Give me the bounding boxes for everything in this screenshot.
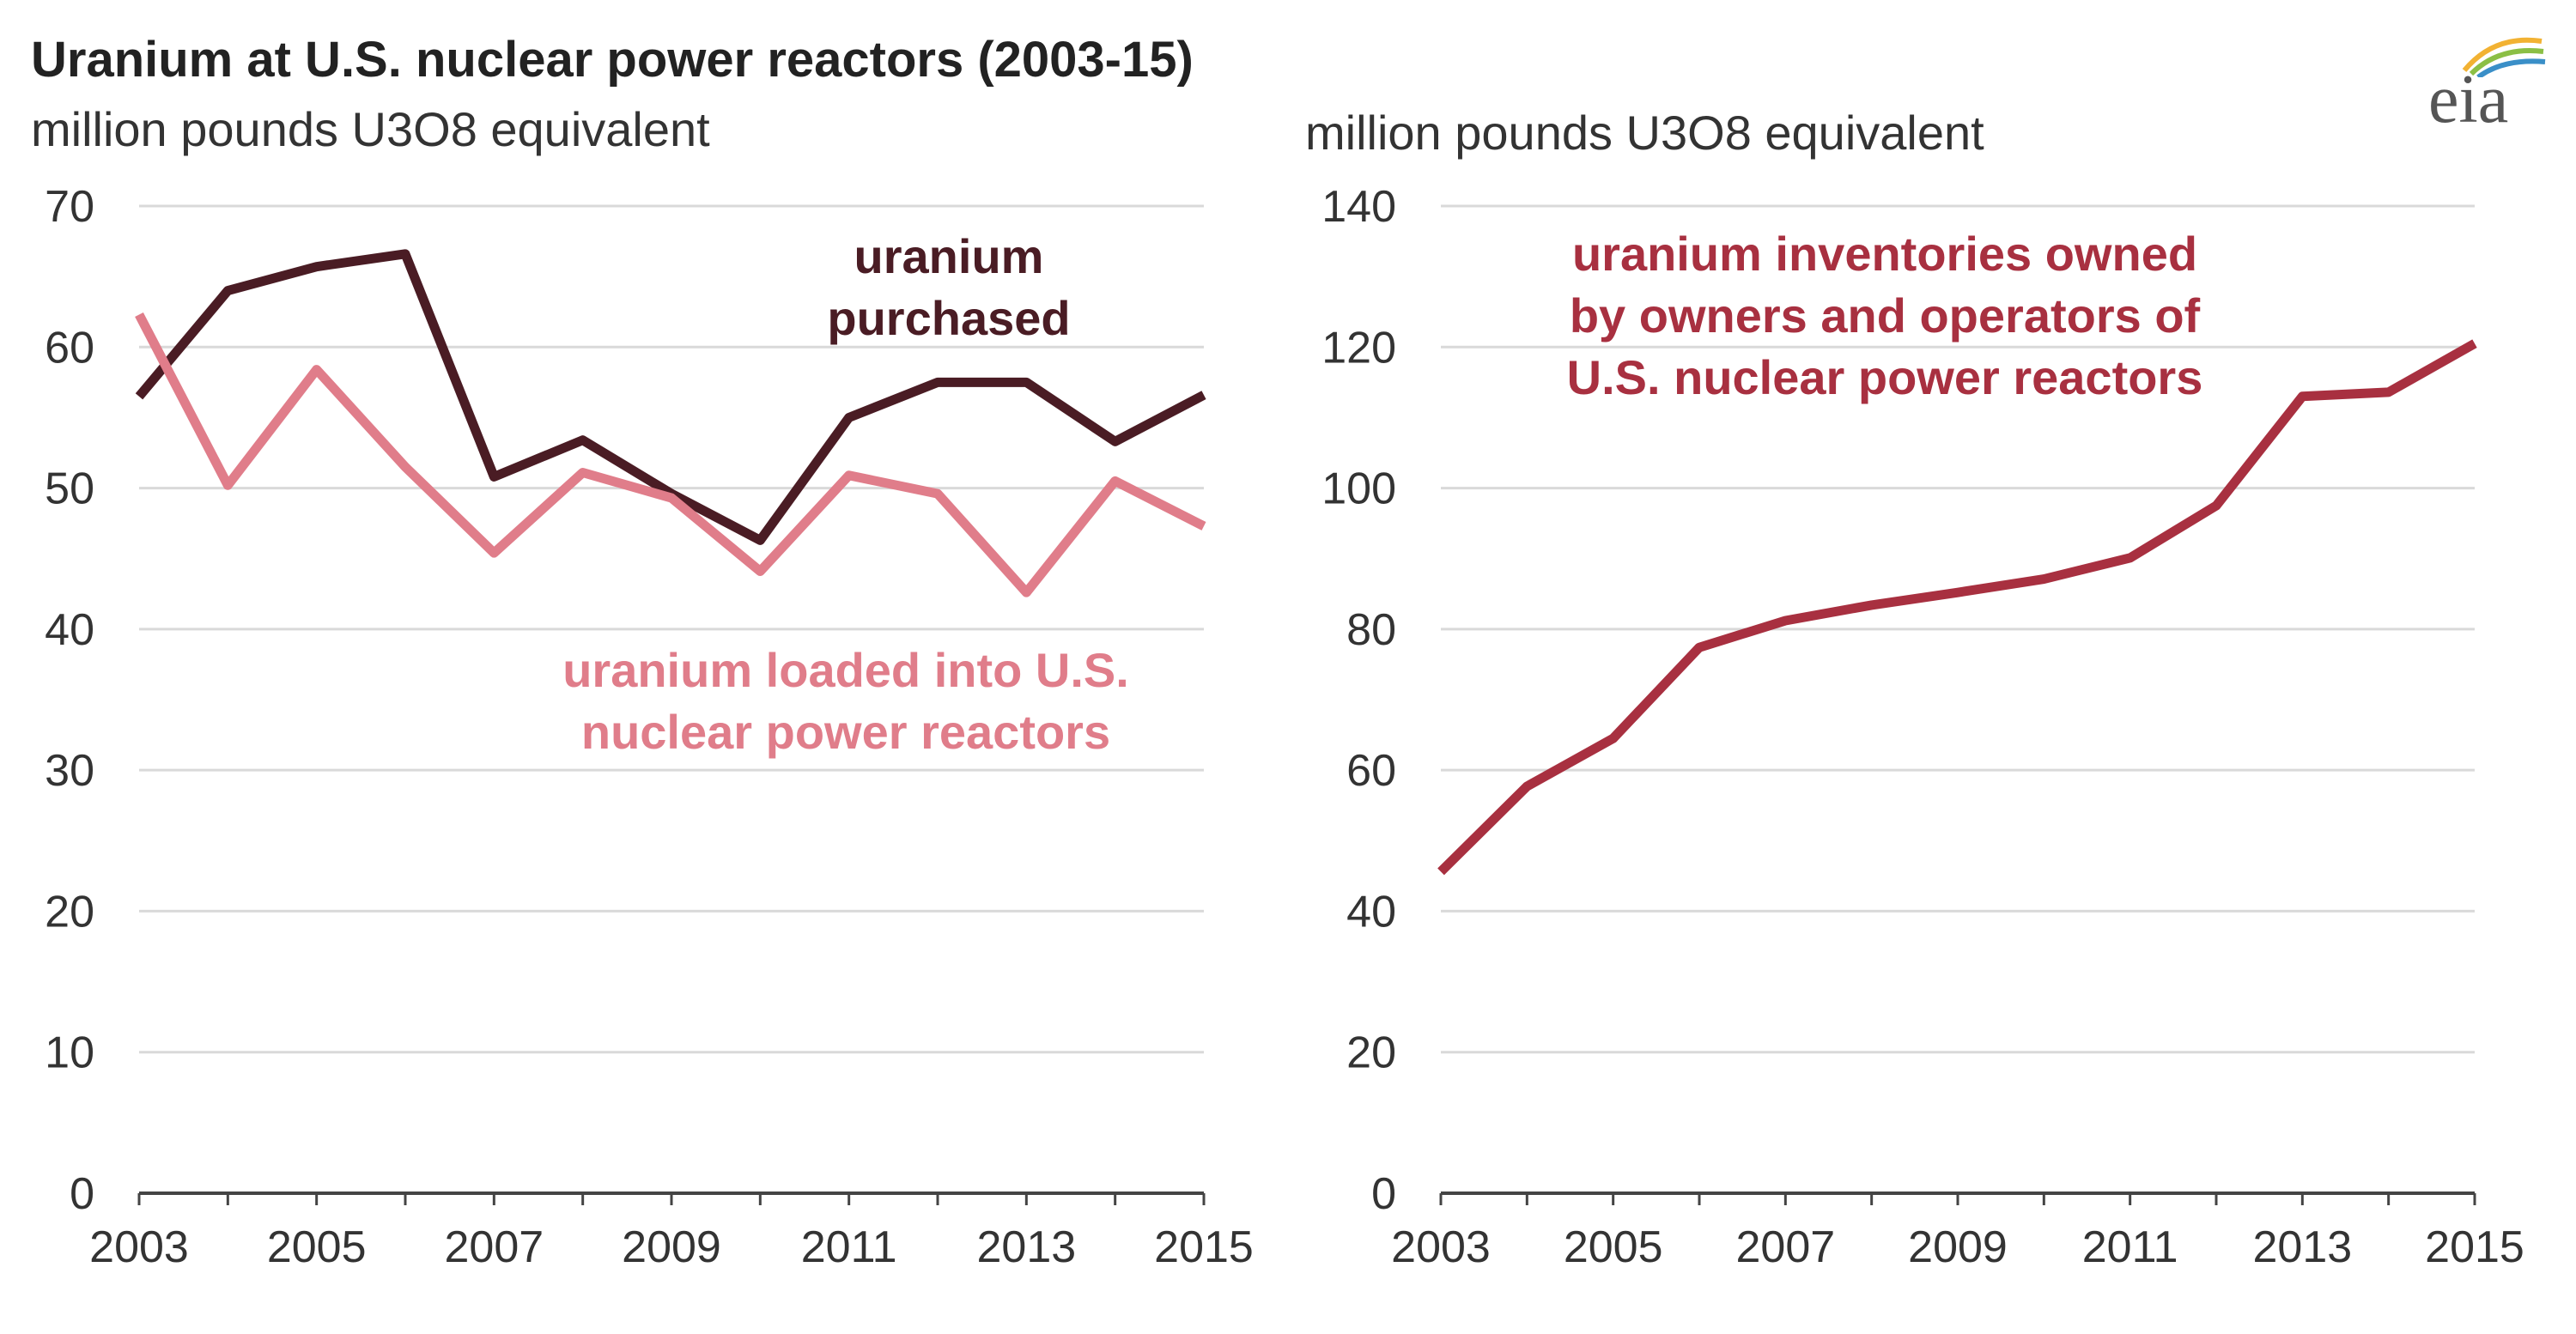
series-line-inventories [1437, 339, 2477, 876]
y-tick-label: 40 [1346, 887, 1396, 937]
x-tick-label: 2011 [801, 1222, 897, 1272]
x-tick-label: 2005 [1564, 1222, 1663, 1272]
x-tick-label: 2011 [2082, 1222, 2178, 1272]
right-unit-label: million pounds U3O8 equivalent [1305, 106, 1984, 160]
y-tick-label: 20 [1346, 1028, 1396, 1078]
left-unit-label: million pounds U3O8 equivalent [31, 102, 710, 156]
series-label-inventories: uranium inventories owned [1572, 227, 2197, 281]
series-label-inventories: by owners and operators of [1570, 288, 2201, 343]
y-tick-label: 40 [45, 605, 94, 655]
x-tick-label: 2015 [2425, 1222, 2524, 1272]
y-tick-label: 0 [70, 1169, 94, 1219]
y-tick-label: 0 [1371, 1169, 1396, 1219]
x-tick-label: 2007 [444, 1222, 544, 1272]
y-tick-label: 30 [45, 746, 94, 796]
x-tick-label: 2005 [267, 1222, 367, 1272]
x-tick-label: 2003 [1391, 1222, 1491, 1272]
eia-logo: eia [2413, 26, 2550, 137]
y-tick-label: 80 [1346, 605, 1396, 655]
y-tick-label: 70 [45, 182, 94, 232]
logo-arcs-icon [2462, 37, 2546, 77]
y-tick-label: 140 [1321, 182, 1396, 232]
series-label-loaded: uranium loaded into U.S. [562, 643, 1129, 697]
y-tick-label: 20 [45, 887, 94, 937]
y-tick-label: 120 [1321, 323, 1396, 373]
logo-text: eia [2428, 62, 2509, 137]
left-panel: 0 10 20 30 40 50 60 70 2003 2005 2007 2009 2011 2013 2… [45, 182, 1254, 1272]
x-tick-label: 2013 [976, 1222, 1076, 1272]
y-tick-label: 60 [45, 323, 94, 373]
y-tick-label: 10 [45, 1028, 94, 1078]
x-tick-label: 2003 [89, 1222, 189, 1272]
x-tick-label: 2015 [1154, 1222, 1254, 1272]
series-label-inventories: U.S. nuclear power reactors [1567, 350, 2203, 404]
x-tick-label: 2013 [2252, 1222, 2352, 1272]
y-tick-label: 60 [1346, 746, 1396, 796]
x-tick-label: 2009 [1908, 1222, 2008, 1272]
y-tick-label: 100 [1321, 464, 1396, 514]
chart-title: Uranium at U.S. nuclear power reactors (… [31, 32, 1194, 88]
right-panel: 0 20 40 60 80 100 120 140 2003 2005 2007 2009 2011 20… [1321, 182, 2524, 1272]
x-tick-label: 2007 [1735, 1222, 1835, 1272]
series-label-loaded: nuclear power reactors [581, 705, 1110, 759]
x-tick-label: 2009 [622, 1222, 721, 1272]
series-label-purchased: uranium [854, 229, 1044, 283]
series-label-purchased: purchased [827, 291, 1070, 345]
series-line-loaded [135, 312, 1206, 597]
y-tick-label: 50 [45, 464, 94, 514]
